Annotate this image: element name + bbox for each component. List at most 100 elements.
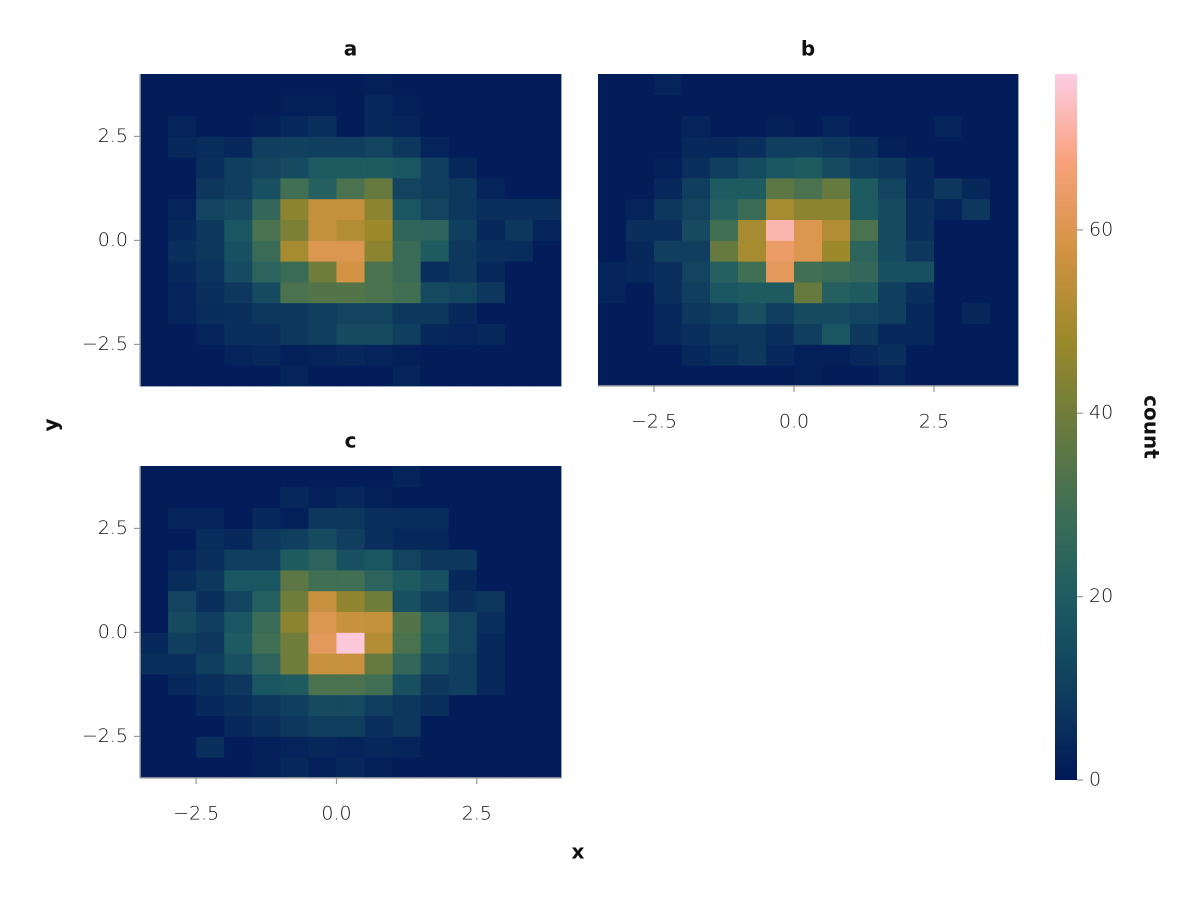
heatmap-cell [504, 466, 534, 488]
heatmap-cell [654, 136, 683, 158]
heatmap-cell [990, 365, 1019, 387]
heatmap-cell [476, 674, 506, 696]
heatmap-cell [168, 549, 197, 571]
heatmap-cell [140, 261, 169, 283]
heatmap-cell [196, 715, 225, 737]
heatmap-cell [906, 74, 935, 96]
heatmap-cell [168, 178, 197, 200]
heatmap-cell [962, 115, 991, 137]
heatmap-cell [168, 198, 197, 220]
heatmap-cell [448, 136, 478, 158]
heatmap-cell [364, 115, 393, 137]
heatmap-cell [654, 261, 683, 283]
heatmap-cell [196, 694, 225, 716]
heatmap-cell [224, 74, 253, 96]
heatmap-cell [308, 757, 337, 779]
heatmap-cell [934, 136, 963, 158]
heatmap-cell [280, 757, 309, 779]
heatmap-cell [532, 486, 562, 508]
heatmap-cell [448, 528, 478, 550]
heatmap-cell [336, 178, 365, 200]
heatmap-cell [934, 344, 963, 366]
heatmap-cell [420, 757, 450, 779]
heatmap-cell [962, 198, 991, 220]
heatmap-cell [654, 219, 683, 241]
heatmap-cell [532, 694, 562, 716]
heatmap-cell [822, 261, 851, 283]
heatmap-cell [990, 261, 1019, 283]
heatmap-cell [392, 198, 422, 220]
heatmap-cell [794, 261, 823, 283]
heatmap-cell [878, 219, 907, 241]
heatmap-cell [364, 694, 393, 716]
heatmap-cell [710, 74, 739, 96]
heatmap-cell [850, 240, 879, 262]
heatmap-cell [364, 219, 393, 241]
heatmap-cell [934, 240, 963, 262]
heatmap-cell [962, 302, 991, 324]
heatmap-cell [448, 736, 478, 758]
heatmap-cell [252, 94, 281, 116]
heatmap-cell [448, 157, 478, 179]
heatmap-cell [364, 365, 393, 387]
heatmap-cell [252, 74, 281, 96]
heatmap-cell [168, 136, 197, 158]
heatmap-cell [224, 240, 253, 262]
heatmap-cell [738, 282, 767, 304]
heatmap-cell [140, 757, 169, 779]
heatmap-cell [168, 157, 197, 179]
heatmap-cell [532, 736, 562, 758]
heatmap-cell [990, 282, 1019, 304]
heatmap-cell [448, 466, 478, 488]
heatmap-cell [168, 282, 197, 304]
heatmap-cell [252, 136, 281, 158]
heatmap-cell [224, 757, 253, 779]
heatmap-cell [962, 178, 991, 200]
heatmap-cell [794, 136, 823, 158]
heatmap-cell [532, 365, 562, 387]
heatmap-cell [308, 694, 337, 716]
heatmap-cell [504, 549, 534, 571]
heatmap-cell [476, 632, 506, 654]
heatmap-cell [224, 674, 253, 696]
heatmap-cell [532, 570, 562, 592]
heatmap-cell [794, 94, 823, 116]
heatmap-cell [336, 302, 365, 324]
heatmap-cell [504, 198, 534, 220]
heatmap-cell [168, 365, 197, 387]
heatmap-cell [420, 94, 450, 116]
heatmap-cell [654, 115, 683, 137]
heatmap-cell [850, 74, 879, 96]
heatmap-cell [532, 282, 562, 304]
heatmap-cell [626, 115, 655, 137]
heatmap-cell [336, 736, 365, 758]
heatmap-cell [626, 261, 655, 283]
heatmap-cell [168, 94, 197, 116]
heatmap-cell [598, 344, 627, 366]
heatmap-cell [626, 282, 655, 304]
heatmap-cell [794, 240, 823, 262]
heatmap-cell [476, 486, 506, 508]
heatmap-cell [140, 611, 169, 633]
heatmap-cell [140, 74, 169, 96]
heatmap-cell [392, 178, 422, 200]
heatmap-cell [280, 653, 309, 675]
heatmap-cell [476, 528, 506, 550]
heatmap-cell [598, 282, 627, 304]
heatmap-cell [626, 323, 655, 345]
heatmap-cell [392, 694, 422, 716]
heatmap-cell [336, 157, 365, 179]
heatmap-cell [822, 302, 851, 324]
heatmap-cell [738, 302, 767, 324]
heatmap-cell [906, 157, 935, 179]
heatmap-cell [682, 198, 711, 220]
heatmap-cell [224, 219, 253, 241]
heatmap-cell [962, 136, 991, 158]
heatmap-cell [532, 136, 562, 158]
heatmap-cell [448, 590, 478, 612]
heatmap-cell [934, 261, 963, 283]
heatmap-cell [364, 198, 393, 220]
heatmap-cell [504, 219, 534, 241]
heatmap-cell [822, 344, 851, 366]
heatmap-cell [224, 694, 253, 716]
